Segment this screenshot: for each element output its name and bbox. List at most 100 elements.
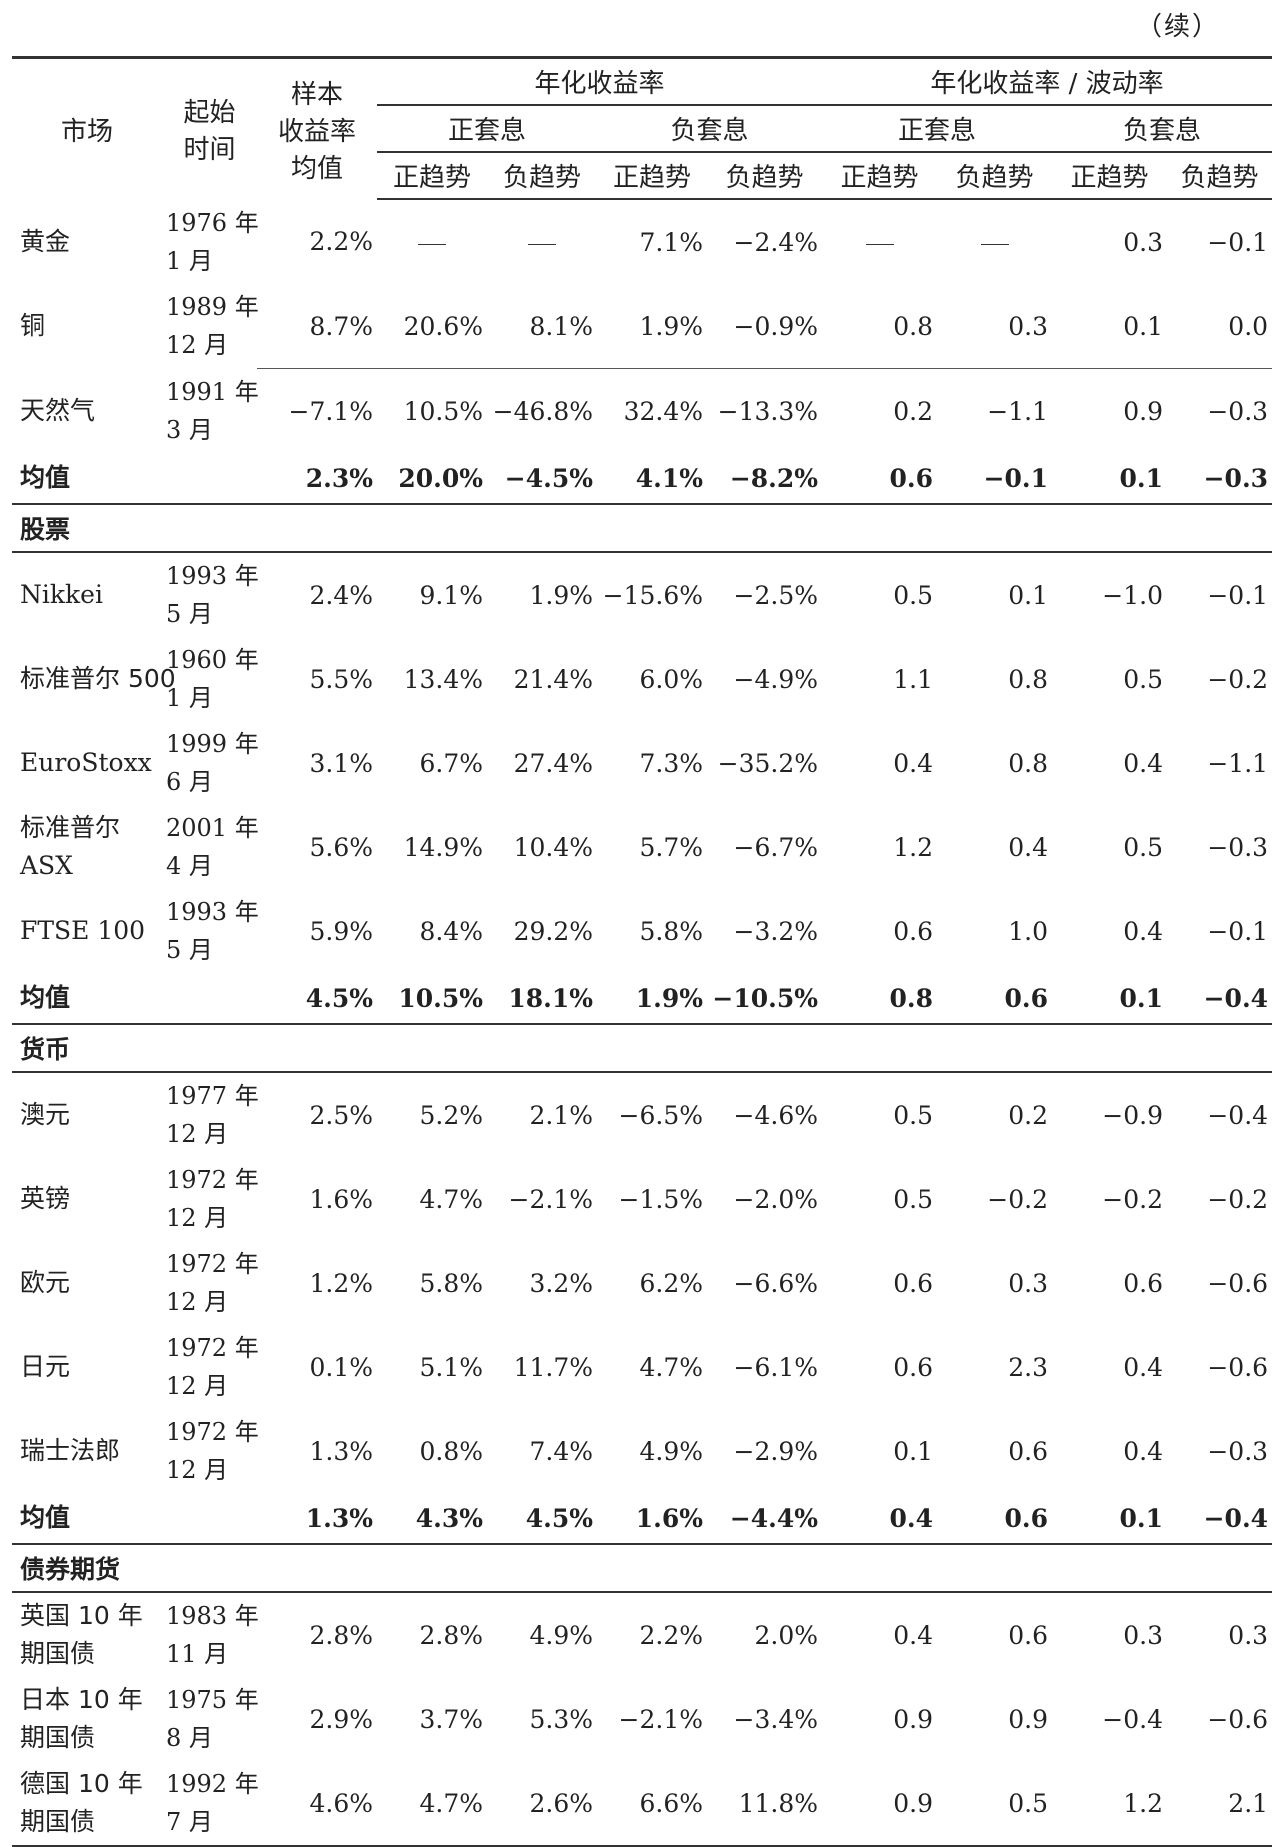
- header-pos-trend: 正趋势: [1052, 152, 1168, 200]
- value-cell: 5.6%: [309, 832, 373, 862]
- section-header-row: 股票: [12, 503, 1273, 553]
- value-cell: −6.7%: [733, 832, 819, 862]
- value-cell: −13.3%: [717, 396, 819, 426]
- header-pos-carry: 正套息: [377, 105, 597, 153]
- market-name: 天然气: [20, 395, 96, 425]
- value-cell: [937, 199, 1052, 284]
- value-cell: −0.2: [1207, 1184, 1269, 1214]
- value-cell: 1.6%: [309, 1184, 373, 1214]
- header-pos-carry: 正套息: [822, 105, 1053, 153]
- value-cell: 0.5: [1123, 664, 1164, 694]
- value-cell: 6.2%: [639, 1268, 703, 1298]
- average-value: −0.1: [983, 463, 1049, 493]
- value-cell: 0.4: [1008, 832, 1049, 862]
- value-cell: −3.4%: [733, 1704, 819, 1734]
- value-cell: 0.4: [1123, 748, 1164, 778]
- value-cell: −0.3: [1207, 832, 1269, 862]
- average-value: −0.4: [1203, 983, 1269, 1013]
- value-cell: 1.9%: [529, 580, 593, 610]
- value-cell: −0.1: [1207, 227, 1269, 257]
- value-cell: −4.6%: [733, 1100, 819, 1130]
- average-label: 均值: [20, 463, 71, 492]
- value-cell: 2.5%: [309, 1100, 373, 1130]
- empty-cell: [162, 973, 257, 1024]
- value-cell: 13.4%: [403, 664, 483, 694]
- value-cell: 11.8%: [707, 1761, 823, 1847]
- value-cell: 14.9%: [403, 832, 483, 862]
- value-cell: −1.1: [987, 396, 1049, 426]
- average-value: 1.3%: [305, 1503, 373, 1533]
- header-neg-carry: 负套息: [597, 105, 823, 153]
- value-cell: 2.6%: [487, 1761, 597, 1847]
- value-cell: 2.2%: [639, 1620, 703, 1650]
- market-name: 德国 10 年期国债: [12, 1761, 162, 1847]
- table-row: 瑞士法郎 1972 年 12 月 1.3% 0.8% 7.4% 4.9% −2.9% 0.1 0.…: [12, 1409, 1272, 1493]
- average-row: 均值 2.3% 20.0% −4.5% 4.1% −8.2% 0.6 −0.1 0.1 −0.3: [12, 453, 1272, 504]
- value-cell: 0.2: [893, 396, 934, 426]
- value-cell: 5.8%: [639, 916, 703, 946]
- average-value: 0.1: [1119, 463, 1164, 493]
- value-cell: 7.3%: [639, 748, 703, 778]
- value-cell: 3.7%: [419, 1704, 483, 1734]
- start-time: 1983 年 11 月: [166, 1602, 259, 1668]
- value-cell: −6.1%: [733, 1352, 819, 1382]
- table-row: 欧元 1972 年 12 月 1.2% 5.8% 3.2% 6.2% −6.6% 0.6 0.3 0…: [12, 1241, 1272, 1325]
- value-cell: 0.3: [1123, 227, 1164, 257]
- average-value: −0.3: [1203, 463, 1269, 493]
- start-time: 1972 年 12 月: [166, 1334, 259, 1400]
- average-value: −4.4%: [729, 1503, 819, 1533]
- value-cell: 32.4%: [623, 396, 703, 426]
- header-neg-trend: 负趋势: [937, 152, 1053, 200]
- market-name: 瑞士法郎: [20, 1436, 121, 1465]
- value-cell: 2.2%: [309, 227, 373, 256]
- value-cell: −0.4: [1207, 1100, 1269, 1130]
- value-cell: −35.2%: [717, 748, 819, 778]
- value-cell: −0.9: [1102, 1100, 1164, 1130]
- value-cell: 0.5: [893, 580, 934, 610]
- header-pos-trend: 正趋势: [377, 152, 487, 200]
- start-time: 1989 年 12 月: [166, 293, 259, 360]
- value-cell: 2.1: [1167, 1761, 1273, 1847]
- dash-mark: [865, 243, 894, 245]
- value-cell: 8.1%: [487, 284, 597, 369]
- average-value: 20.0%: [398, 463, 483, 493]
- average-value: 10.5%: [398, 983, 483, 1013]
- value-cell: 4.9%: [529, 1620, 593, 1650]
- value-cell: 2.8%: [419, 1620, 483, 1650]
- header-market: 市场: [12, 56, 162, 199]
- value-cell: 0.4: [893, 1620, 934, 1650]
- section-title: 债券期货: [12, 1543, 1273, 1593]
- value-cell: 11.7%: [513, 1352, 593, 1382]
- header-sample-return: 样本 收益率 均值: [257, 56, 377, 199]
- value-cell: 0.2: [1008, 1100, 1049, 1130]
- value-cell: 1.2: [893, 832, 934, 862]
- value-cell: 0.9: [822, 1761, 938, 1847]
- empty-cell: [162, 1493, 257, 1544]
- market-name: 日本 10 年期国债: [20, 1685, 143, 1752]
- value-cell: 8.4%: [419, 916, 483, 946]
- market-name: 日元: [20, 1352, 71, 1381]
- value-cell: −7.1%: [288, 396, 373, 426]
- value-cell: −1.1: [1207, 748, 1269, 778]
- value-cell: 8.7%: [257, 284, 377, 369]
- value-cell: 5.1%: [419, 1352, 483, 1382]
- value-cell: −2.5%: [733, 580, 819, 610]
- value-cell: 7.4%: [529, 1436, 593, 1466]
- value-cell: 1.1: [893, 664, 934, 694]
- value-cell: 0.5: [1123, 832, 1164, 862]
- value-cell: 0.3: [1123, 1620, 1164, 1650]
- average-value: 0.8: [889, 983, 934, 1013]
- average-value: −0.4: [1203, 1503, 1269, 1533]
- value-cell: 5.8%: [419, 1268, 483, 1298]
- value-cell: 0.8: [822, 284, 938, 369]
- dash-mark: [980, 243, 1009, 245]
- value-cell: 29.2%: [513, 916, 593, 946]
